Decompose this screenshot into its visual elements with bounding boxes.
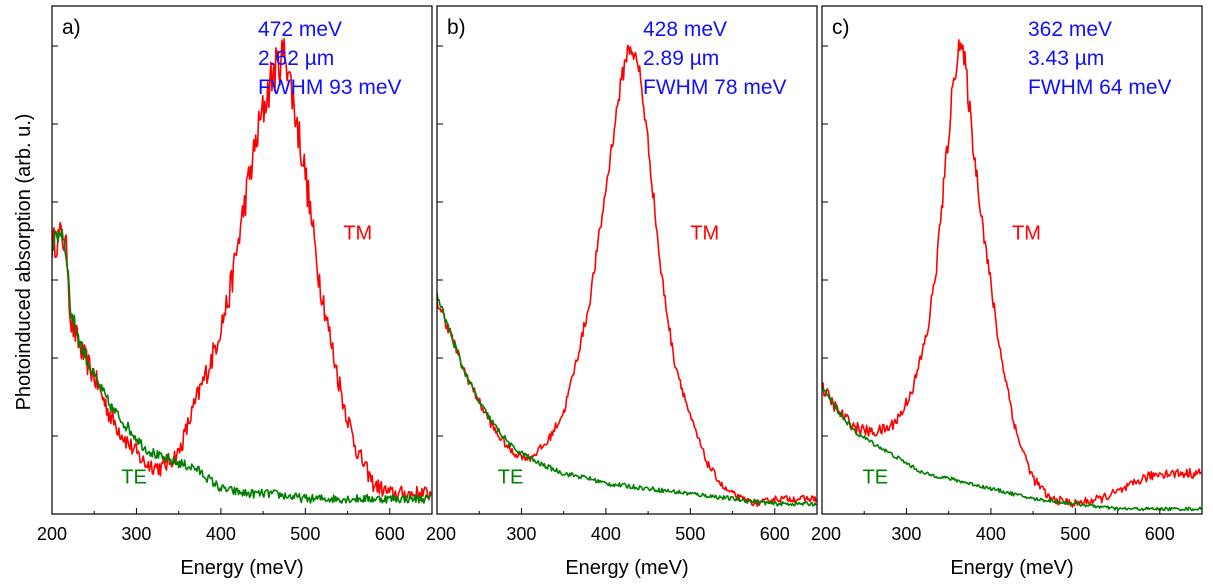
x-tick-label: 200	[426, 524, 456, 544]
annotation-line: 2.89 µm	[643, 47, 719, 70]
annotation-line: 428 meV	[643, 18, 727, 41]
series-label-tm: TM	[690, 223, 719, 245]
plot-frame	[436, 5, 818, 515]
x-tick-label: 500	[1060, 524, 1090, 544]
x-tick-label: 200	[37, 524, 67, 544]
series-line-te	[52, 228, 432, 504]
x-tick-label: 400	[591, 524, 621, 544]
series-line-tm	[52, 38, 432, 502]
panel-c: TM TE 200 300 400 500 600 Energy (meV) c) 362 meV…	[811, 5, 1203, 579]
x-tick-label: 400	[206, 524, 236, 544]
panel-label: c)	[832, 16, 850, 39]
series-line-tm	[437, 44, 817, 508]
x-axis-label: Energy (meV)	[565, 557, 688, 579]
panel-b: TM TE 200 300 400 500 600 Energy (meV) b) 428 meV…	[426, 5, 818, 579]
x-tick-label: 300	[891, 524, 921, 544]
x-tick-label: 300	[121, 524, 151, 544]
panel-a: TM TE 200 300 400 500 600 Energy (meV) a) 472 meV…	[37, 5, 433, 579]
series-line-te	[437, 292, 817, 507]
panels: TM TE 200 300 400 500 600 Energy (meV) a) 472 meV…	[37, 5, 1203, 579]
series-line-tm	[822, 39, 1202, 508]
plot-frame	[51, 5, 433, 515]
annotation-line: 3.43 µm	[1028, 47, 1104, 70]
x-axis-label: Energy (meV)	[180, 557, 303, 579]
panel-label: a)	[62, 16, 81, 39]
annotation-line: 2.62 µm	[258, 47, 334, 70]
x-tick-label: 600	[1145, 524, 1175, 544]
annotation-line: 472 meV	[258, 18, 342, 41]
x-tick-label: 600	[375, 524, 405, 544]
x-tick-label: 500	[290, 524, 320, 544]
x-tick-label: 500	[675, 524, 705, 544]
panel-label: b)	[447, 16, 466, 39]
x-axis-label: Energy (meV)	[950, 557, 1073, 579]
annotation-line: FWHM 78 meV	[643, 76, 787, 99]
x-tick-label: 400	[976, 524, 1006, 544]
y-axis-label: Photoinduced absorption (arb. u.)	[13, 114, 35, 411]
series-line-te	[822, 386, 1202, 512]
series-label-te: TE	[121, 467, 147, 489]
plot-frame	[821, 5, 1203, 515]
x-tick-label: 300	[506, 524, 536, 544]
x-tick-label: 200	[811, 524, 841, 544]
annotation-line: 362 meV	[1028, 18, 1112, 41]
annotation-line: FWHM 64 meV	[1028, 76, 1172, 99]
annotation-line: FWHM 93 meV	[258, 76, 402, 99]
series-label-tm: TM	[1012, 223, 1041, 245]
series-label-te: TE	[498, 467, 524, 489]
series-label-tm: TM	[343, 223, 372, 245]
x-tick-label: 600	[760, 524, 790, 544]
series-label-te: TE	[863, 467, 889, 489]
